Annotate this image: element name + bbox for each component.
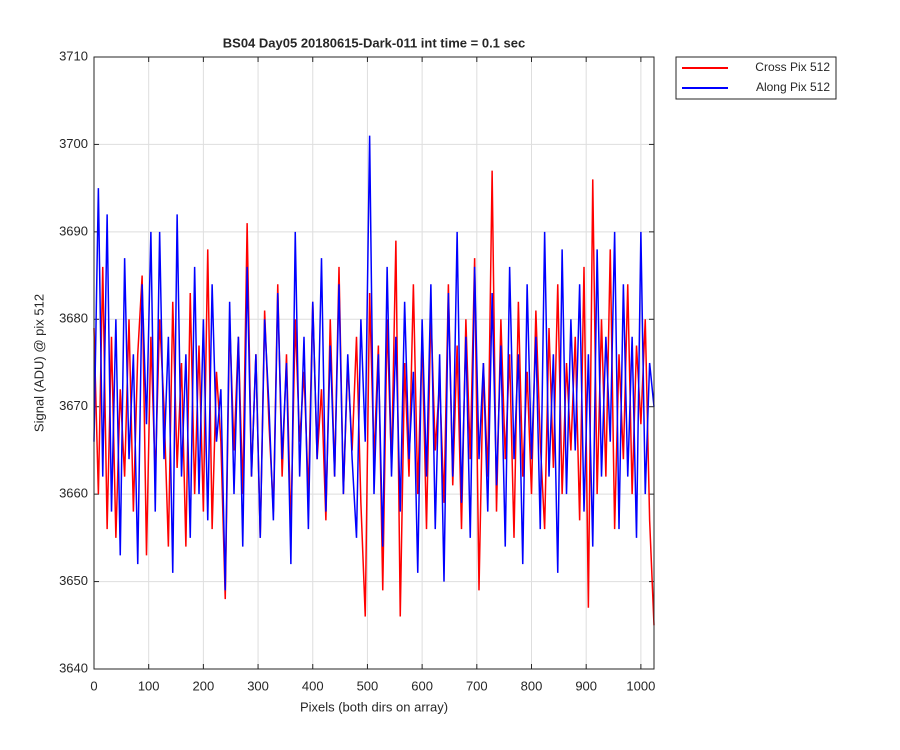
- x-tick-label: 800: [521, 678, 543, 693]
- x-tick-label: 200: [193, 678, 215, 693]
- x-tick-label: 500: [357, 678, 379, 693]
- y-tick-label: 3650: [59, 573, 88, 588]
- y-tick-label: 3690: [59, 223, 88, 238]
- legend-label: Along Pix 512: [756, 80, 830, 94]
- x-axis-label: Pixels (both dirs on array): [300, 699, 448, 714]
- plot-frame: [93, 56, 655, 670]
- legend-label: Cross Pix 512: [755, 60, 830, 74]
- chart-title: BS04 Day05 20180615-Dark-011 int time = …: [223, 35, 525, 50]
- y-axis-label: Signal (ADU) @ pix 512: [31, 294, 46, 432]
- x-tick-label: 100: [138, 678, 160, 693]
- y-tick-label: 3640: [59, 660, 88, 675]
- x-tick-label: 900: [575, 678, 597, 693]
- y-tick-label: 3660: [59, 486, 88, 501]
- y-tick-label: 3700: [59, 136, 88, 151]
- data-line: [93, 135, 655, 591]
- x-tick-label: 1000: [626, 678, 655, 693]
- x-tick-label: 600: [411, 678, 433, 693]
- x-tick-label: 300: [247, 678, 269, 693]
- legend-box: [675, 56, 837, 100]
- x-tick-label: 0: [90, 678, 97, 693]
- x-tick-label: 400: [302, 678, 324, 693]
- y-tick-label: 3680: [59, 311, 88, 326]
- x-tick-label: 700: [466, 678, 488, 693]
- y-tick-label: 3670: [59, 398, 88, 413]
- y-tick-label: 3710: [59, 48, 88, 63]
